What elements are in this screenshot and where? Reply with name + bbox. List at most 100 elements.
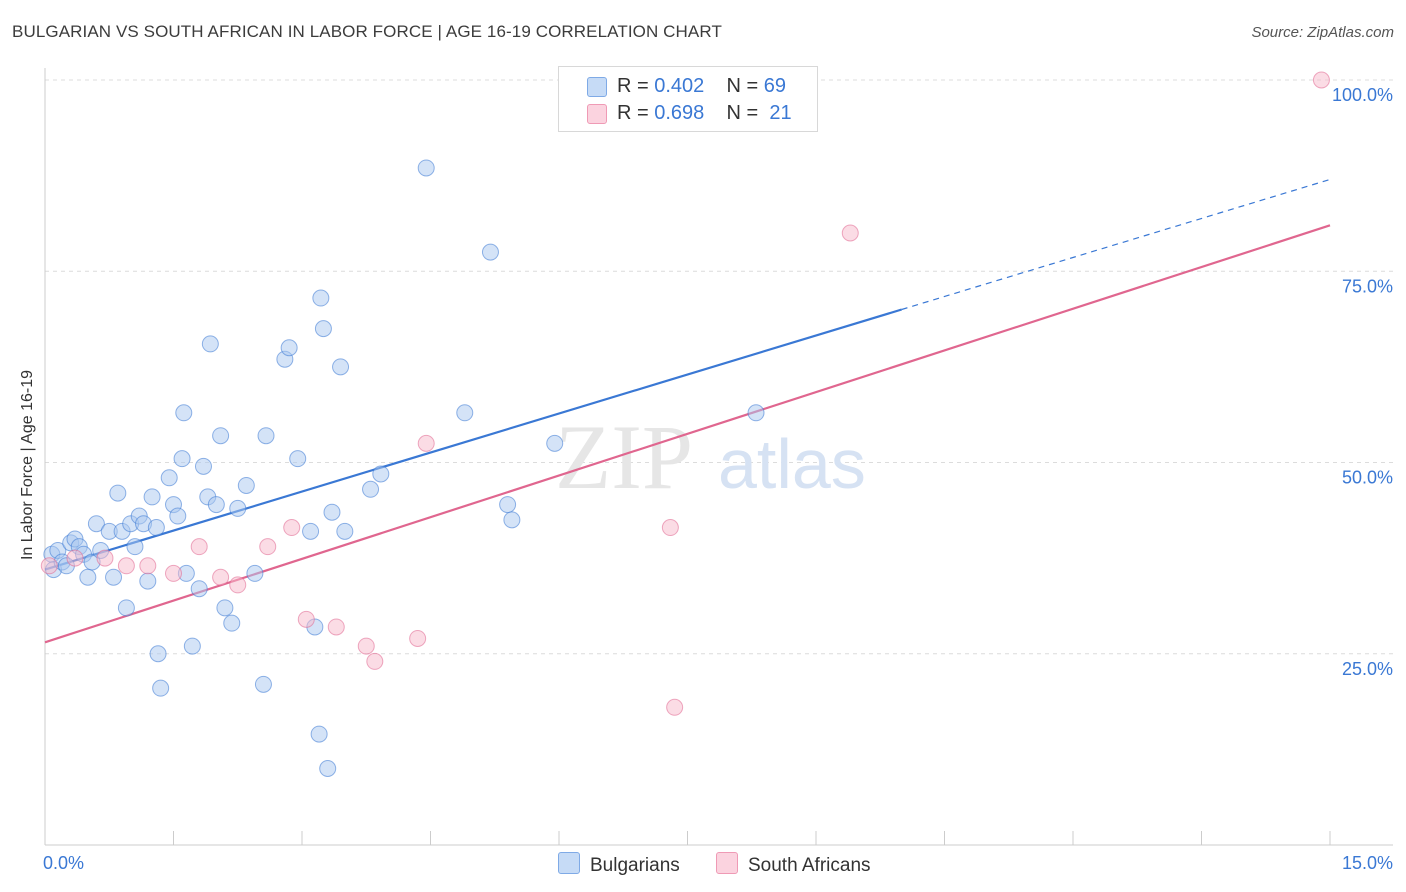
south-african-point <box>661 519 679 537</box>
y-tick-label: 25.0% <box>1342 659 1393 679</box>
south-african-point <box>40 557 58 575</box>
bulgarian-point <box>183 637 201 655</box>
south-african-point <box>96 549 114 567</box>
bulgarian-point <box>87 515 105 533</box>
south-african-point <box>297 610 315 628</box>
series-swatch-south-africans <box>716 852 738 874</box>
legend-r-label: R = <box>617 102 649 124</box>
south-african-point <box>259 538 277 556</box>
bulgarian-point <box>201 335 219 353</box>
series-legend-south-africans: South Africans <box>716 852 871 877</box>
y-tick-label: 75.0% <box>1342 276 1393 296</box>
series-swatch-bulgarians <box>558 852 580 874</box>
bulgarian-point <box>310 725 328 743</box>
bulgarian-point <box>117 599 135 617</box>
south-african-point <box>841 224 859 242</box>
data-points <box>40 71 1330 777</box>
bulgarian-point <box>190 580 208 598</box>
bulgarian-point <box>147 519 165 537</box>
legend-n-value: 69 <box>763 75 787 97</box>
bulgarian-point <box>216 599 234 617</box>
grid <box>45 79 1393 655</box>
series-legend-bulgarians: Bulgarians <box>558 852 680 877</box>
south-african-point <box>165 564 182 582</box>
watermark-atlas: atlas <box>718 425 866 503</box>
bulgarian-point <box>289 450 307 468</box>
legend-n-label: N = <box>726 75 759 97</box>
bulgarian-point <box>280 339 298 357</box>
bulgarian-point <box>212 427 230 445</box>
south-african-point <box>357 637 375 655</box>
south-african-point <box>366 652 384 670</box>
legend-swatch-bulgarians <box>587 77 607 97</box>
legend-n-value: 21 <box>769 102 792 124</box>
legend-r-label: R = <box>617 75 649 97</box>
bulgarian-point <box>109 484 127 502</box>
bulgarian-point <box>362 480 380 498</box>
source-label: Source: ZipAtlas.com <box>1251 24 1394 41</box>
legend-n-label: N = <box>726 102 759 124</box>
watermark: ZIP atlas <box>555 406 866 508</box>
south-african-point <box>229 576 247 594</box>
bulgarian-point <box>143 488 161 506</box>
south-african-point <box>283 519 301 537</box>
bulgarian-point <box>302 522 320 540</box>
bulgarian-trend-line-extension <box>901 178 1331 311</box>
series-label-bulgarians: Bulgarians <box>590 855 680 876</box>
y-tick-label: 100.0% <box>1332 85 1393 105</box>
axes <box>44 68 1393 846</box>
x-tick-label: 0.0% <box>43 853 84 873</box>
bulgarian-point <box>237 476 255 494</box>
south-african-point <box>212 568 230 586</box>
bulgarian-point <box>169 507 187 525</box>
bulgarian-point <box>223 614 241 632</box>
bulgarian-point <box>747 404 765 422</box>
y-axis-label: In Labor Force | Age 16-19 <box>19 369 36 561</box>
south-african-point <box>190 538 208 556</box>
south-african-point <box>666 698 684 716</box>
bulgarian-point <box>160 469 178 487</box>
legend-r-value: 0.698 <box>654 102 705 124</box>
bulgarian-point <box>257 427 275 445</box>
south-african-point <box>409 629 427 647</box>
y-tick-label: 50.0% <box>1342 468 1393 488</box>
bulgarian-point <box>126 538 144 556</box>
stats-legend: R = 0.402 N = 69 R = 0.698 N = 21 <box>558 66 818 132</box>
series-label-south-africans: South Africans <box>748 855 871 876</box>
bulgarian-point <box>207 496 225 514</box>
bulgarian-point <box>105 568 123 586</box>
bulgarian-point <box>254 675 272 693</box>
bulgarian-point <box>332 358 350 376</box>
bulgarian-point <box>372 465 390 483</box>
bulgarian-point <box>173 450 191 468</box>
south-african-point <box>139 557 157 575</box>
tick-labels: 25.0% 50.0% 75.0% 100.0% 0.0% 15.0% <box>43 85 1393 873</box>
south-african-point <box>417 434 435 452</box>
chart-title: BULGARIAN VS SOUTH AFRICAN IN LABOR FORC… <box>12 22 722 41</box>
bulgarian-point <box>503 511 521 529</box>
bulgarian-point <box>149 645 167 663</box>
bulgarian-point <box>323 503 341 521</box>
bulgarian-point <box>194 457 212 475</box>
south-african-point <box>117 557 135 575</box>
bulgarian-point <box>546 434 564 452</box>
legend-r-value: 0.402 <box>654 75 705 97</box>
x-tick-label: 15.0% <box>1342 853 1393 873</box>
bulgarian-point <box>79 568 97 586</box>
legend-swatch-south-africans <box>587 104 607 124</box>
watermark-zip: ZIP <box>555 406 693 508</box>
bulgarian-point <box>152 679 170 697</box>
bulgarian-point <box>417 159 435 177</box>
bulgarian-point <box>499 496 517 514</box>
bulgarian-point <box>246 564 264 582</box>
bulgarian-point <box>139 572 157 590</box>
bulgarian-point <box>319 760 337 777</box>
bulgarian-point <box>229 499 247 517</box>
bulgarian-point <box>456 404 474 422</box>
bulgarian-point <box>175 404 193 422</box>
bulgarian-point <box>312 289 330 307</box>
bulgarian-point <box>314 320 332 338</box>
bulgarian-point <box>336 522 354 540</box>
south-african-point <box>66 549 84 567</box>
